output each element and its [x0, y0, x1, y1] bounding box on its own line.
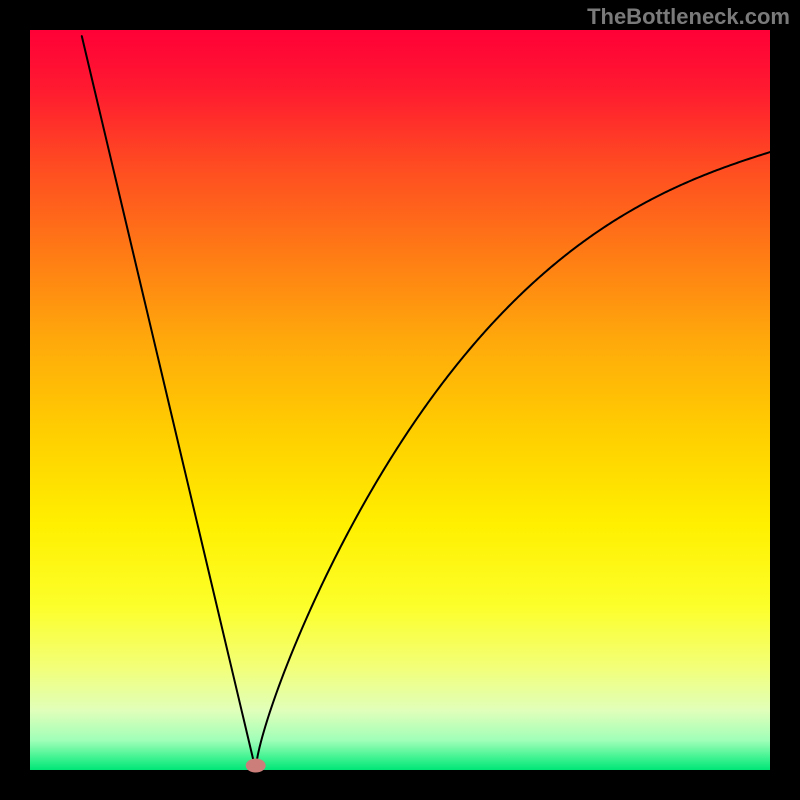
- plot-background: [30, 30, 770, 770]
- chart-svg: TheBottleneck.com: [0, 0, 800, 800]
- watermark-text: TheBottleneck.com: [587, 4, 790, 29]
- bottleneck-chart: TheBottleneck.com: [0, 0, 800, 800]
- min-marker: [246, 759, 266, 773]
